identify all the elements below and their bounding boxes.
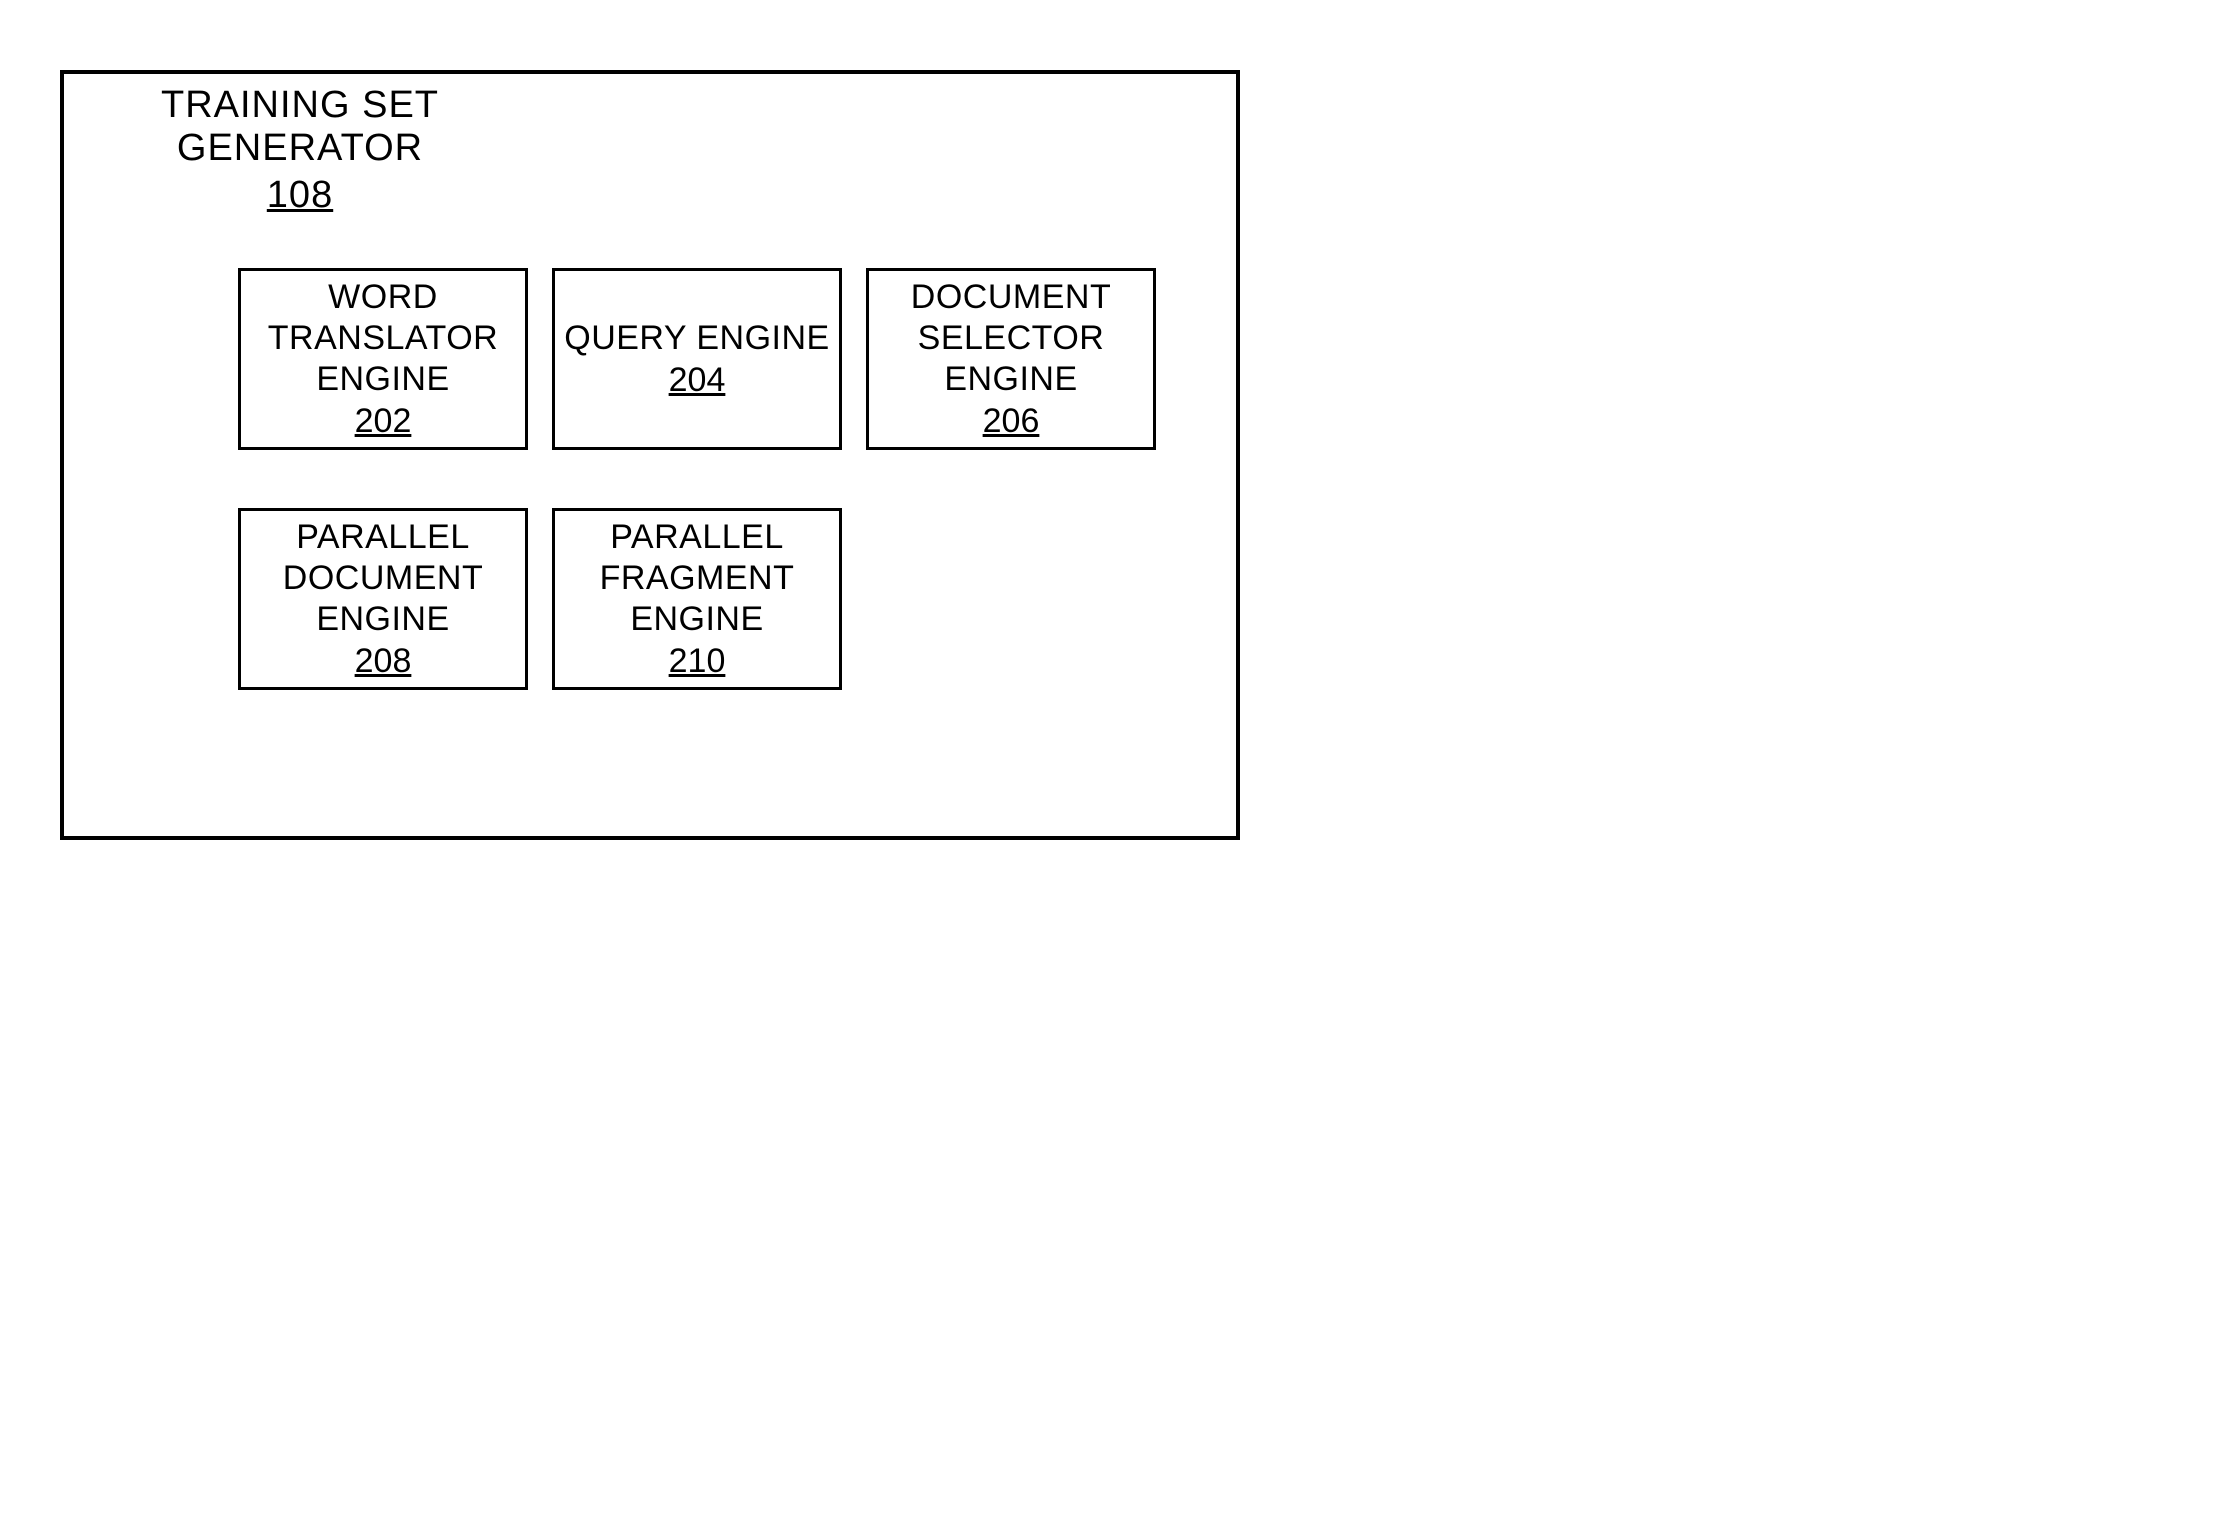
container-title-text: TRAINING SET GENERATOR (90, 84, 510, 170)
box-label-line: DOCUMENT (283, 558, 483, 599)
box-label-line: ENGINE (600, 599, 795, 640)
box-label-line: PARALLEL (283, 517, 483, 558)
box-label-line: ENGINE (283, 599, 483, 640)
document-selector-engine-box: DOCUMENTSELECTORENGINE206 (866, 268, 1156, 450)
box-label-line: FRAGMENT (600, 558, 795, 599)
box-label-line: WORD (268, 277, 498, 318)
diagram-canvas: TRAINING SET GENERATOR 108 WORDTRANSLATO… (40, 40, 2215, 1475)
query-engine-label: QUERY ENGINE (564, 318, 829, 359)
parallel-fragment-engine-ref: 210 (669, 642, 726, 681)
query-engine-box: QUERY ENGINE204 (552, 268, 842, 450)
box-label-line: PARALLEL (600, 517, 795, 558)
word-translator-engine-label: WORDTRANSLATORENGINE (268, 277, 498, 399)
parallel-document-engine-ref: 208 (355, 642, 412, 681)
box-label-line: ENGINE (911, 359, 1111, 400)
document-selector-engine-ref: 206 (983, 402, 1040, 441)
parallel-fragment-engine-label: PARALLELFRAGMENTENGINE (600, 517, 795, 639)
word-translator-engine-box: WORDTRANSLATORENGINE202 (238, 268, 528, 450)
box-label-line: TRANSLATOR (268, 318, 498, 359)
box-label-line: DOCUMENT (911, 277, 1111, 318)
parallel-document-engine-label: PARALLELDOCUMENTENGINE (283, 517, 483, 639)
box-label-line: QUERY ENGINE (564, 318, 829, 359)
query-engine-ref: 204 (669, 361, 726, 400)
word-translator-engine-ref: 202 (355, 402, 412, 441)
box-label-line: ENGINE (268, 359, 498, 400)
parallel-fragment-engine-box: PARALLELFRAGMENTENGINE210 (552, 508, 842, 690)
container-title-ref: 108 (90, 174, 510, 217)
training-set-generator-title: TRAINING SET GENERATOR 108 (90, 84, 510, 217)
parallel-document-engine-box: PARALLELDOCUMENTENGINE208 (238, 508, 528, 690)
document-selector-engine-label: DOCUMENTSELECTORENGINE (911, 277, 1111, 399)
box-label-line: SELECTOR (911, 318, 1111, 359)
